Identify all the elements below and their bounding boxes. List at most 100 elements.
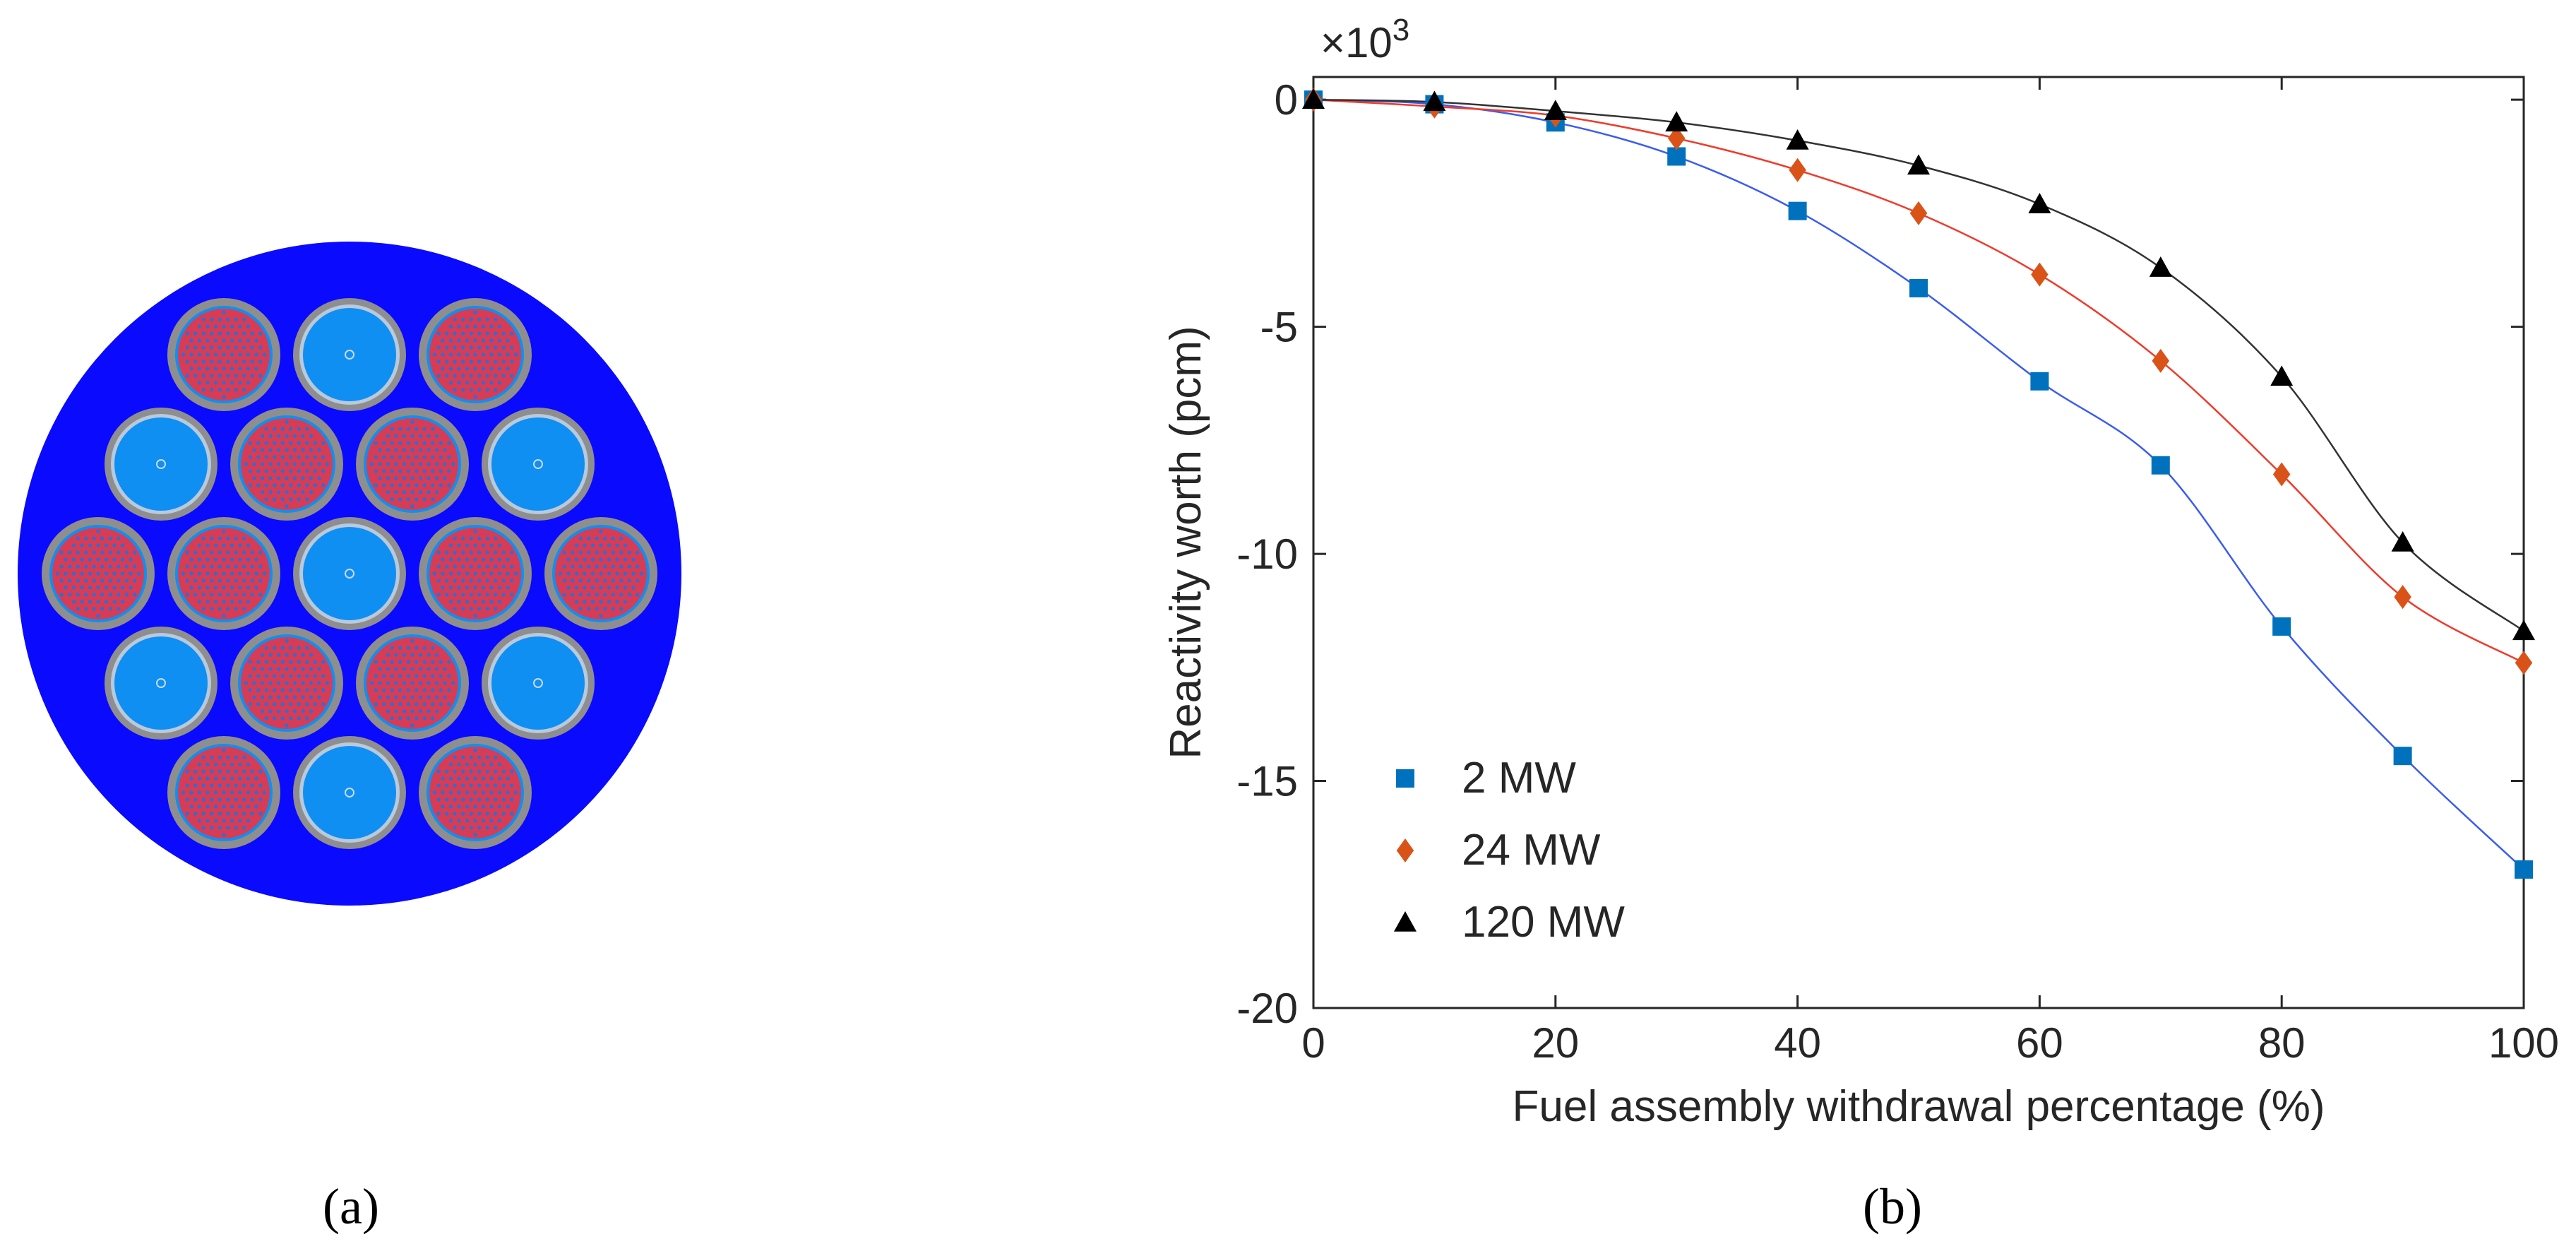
fuel-pin xyxy=(309,434,314,438)
fuel-pin xyxy=(497,819,502,823)
fuel-pin xyxy=(229,571,234,576)
fuel-pin xyxy=(398,469,402,473)
fuel-pin xyxy=(285,667,289,671)
fuel-pin xyxy=(485,331,489,336)
fuel-pin xyxy=(210,550,214,555)
water-fill xyxy=(303,308,396,401)
fuel-pin xyxy=(410,434,415,438)
fuel-pin xyxy=(229,381,234,385)
fuel-pin xyxy=(469,374,473,378)
fuel-pin xyxy=(254,776,258,781)
fuel-pin xyxy=(406,646,410,650)
fuel-pin xyxy=(222,381,226,385)
fuel-pin xyxy=(494,550,498,555)
fuel-pin xyxy=(268,490,273,494)
fuel-pin xyxy=(273,427,277,431)
fuel-pin xyxy=(297,483,301,487)
fuel-pin xyxy=(410,723,415,728)
fuel-pin xyxy=(390,702,394,706)
fuel-pin xyxy=(222,614,226,618)
fuel-pin xyxy=(201,755,205,759)
fuel-pin xyxy=(217,550,222,555)
fuel-pin xyxy=(84,607,88,611)
fuel-pin xyxy=(489,352,494,357)
fuel-pin xyxy=(436,812,441,816)
fuel-pin xyxy=(292,434,297,438)
point-24-mw xyxy=(2394,585,2411,610)
fuel-pin xyxy=(469,798,473,802)
fuel-pin xyxy=(254,805,258,809)
fuel-pin xyxy=(494,607,498,611)
fuel-pin xyxy=(80,543,84,547)
fuel-pin xyxy=(473,586,477,590)
fuel-pin xyxy=(193,798,198,802)
fuel-pin xyxy=(217,812,222,816)
fuel-pin xyxy=(305,702,309,706)
fuel-pin xyxy=(104,557,109,562)
x-tick-label: 0 xyxy=(1301,1019,1325,1067)
fuel-pin xyxy=(590,557,595,562)
fuel-pin xyxy=(623,543,628,547)
fuel-pin xyxy=(289,702,293,706)
fuel-pin xyxy=(441,367,445,371)
fuel-pin xyxy=(447,702,451,706)
fuel-pin xyxy=(406,441,410,445)
point-2-mw xyxy=(2393,747,2412,766)
fuel-pin xyxy=(229,790,234,795)
fuel-pin xyxy=(431,716,435,721)
fuel-pin xyxy=(246,790,251,795)
fuel-pin xyxy=(250,769,254,773)
fuel-pin xyxy=(513,571,518,576)
fuel-pin xyxy=(193,593,198,597)
fuel-pin xyxy=(285,723,289,728)
fuel-pin xyxy=(427,448,431,452)
fuel-pin xyxy=(280,497,285,502)
fuel-pin xyxy=(439,674,443,678)
fuel-pin xyxy=(321,702,326,706)
fuel-pin xyxy=(627,579,631,583)
center-pin xyxy=(156,459,166,469)
fuel-pin xyxy=(289,483,293,487)
fuel-pin xyxy=(59,579,64,583)
fuel-pin xyxy=(422,441,427,445)
fuel-pin xyxy=(386,667,390,671)
fuel-pin xyxy=(297,702,301,706)
fuel-pin xyxy=(595,536,599,540)
fuel-pin xyxy=(481,557,486,562)
fuel-pin xyxy=(394,448,398,452)
fuel-pin xyxy=(457,571,461,576)
fuel-assembly xyxy=(167,736,280,849)
fuel-pin xyxy=(213,600,218,604)
fuel-pin xyxy=(441,571,445,576)
fuel-pin xyxy=(80,557,84,562)
fuel-pin xyxy=(402,653,407,657)
fuel-pin xyxy=(619,579,624,583)
fuel-pin xyxy=(465,790,470,795)
fuel-pin xyxy=(217,769,222,773)
fuel-pin xyxy=(422,427,427,431)
legend: 2 MW 24 MW 120 MW xyxy=(1394,754,1625,947)
fuel-pin xyxy=(256,469,261,473)
fuel-pin xyxy=(262,571,267,576)
fuel-pin xyxy=(465,600,470,604)
fuel-pin xyxy=(595,607,599,611)
fuel-pin xyxy=(434,434,439,438)
fuel-pin xyxy=(250,374,254,378)
x-axis-label: Fuel assembly withdrawal percentage (%) xyxy=(1513,1082,2325,1131)
fuel-pin xyxy=(485,550,489,555)
fuel-pin xyxy=(461,826,465,830)
fuel-pin xyxy=(108,564,112,569)
fuel-pin xyxy=(242,317,246,321)
fuel-pin xyxy=(120,586,125,590)
y-axis-label: Reactivity worth (pcm) xyxy=(1162,326,1210,759)
fuel-pin xyxy=(583,600,587,604)
fuel-pin xyxy=(443,695,447,699)
fuel-pin xyxy=(301,490,305,494)
fuel-pin xyxy=(436,783,441,788)
water-fill xyxy=(114,417,208,511)
fuel-pin xyxy=(457,586,461,590)
fuel-pin xyxy=(238,571,242,576)
fuel-pin xyxy=(210,345,214,350)
fuel-pin xyxy=(229,776,234,781)
fuel-pin xyxy=(477,826,482,830)
